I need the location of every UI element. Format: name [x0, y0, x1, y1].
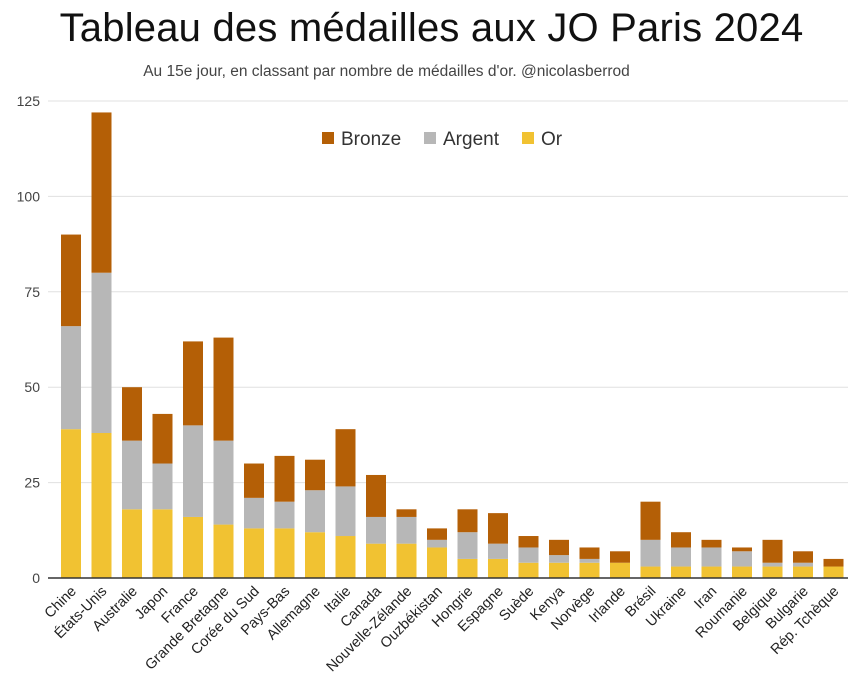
bar-bronze-10	[366, 474, 386, 517]
bar-bronze-11	[396, 509, 417, 517]
bar-bronze-20	[671, 532, 691, 548]
bar-argent-21	[701, 547, 722, 567]
bar-or-10	[366, 543, 386, 578]
bar-argent-13	[457, 532, 478, 559]
bar-bronze-23	[762, 539, 783, 563]
bar-argent-6	[244, 497, 264, 529]
bar-or-25	[823, 566, 844, 578]
bar-or-4	[183, 516, 203, 578]
bar-or-7	[274, 528, 295, 578]
bar-bronze-19	[640, 501, 661, 540]
bar-bronze-14	[488, 513, 508, 544]
y-tick-label: 100	[17, 188, 41, 204]
legend-label-bronze: Bronze	[341, 129, 401, 150]
bar-bronze-25	[823, 558, 844, 567]
bar-or-0	[61, 429, 81, 578]
y-tick-label: 75	[24, 284, 40, 300]
legend-label-or: Or	[541, 129, 563, 150]
bar-or-21	[701, 566, 722, 578]
bar-bronze-21	[701, 539, 722, 548]
bar-bronze-8	[305, 459, 325, 491]
bar-bronze-3	[152, 413, 173, 464]
bar-argent-4	[183, 425, 203, 517]
bar-argent-11	[396, 516, 417, 544]
bar-argent-16	[549, 555, 569, 563]
bar-or-24	[793, 566, 813, 578]
bar-bronze-9	[335, 429, 356, 487]
bar-argent-5	[213, 440, 234, 525]
bar-argent-17	[579, 558, 600, 563]
bar-argent-10	[366, 516, 386, 544]
bar-argent-1	[91, 272, 112, 433]
bar-argent-22	[732, 551, 752, 567]
bar-or-19	[640, 566, 661, 578]
bar-argent-8	[305, 490, 325, 533]
bar-argent-9	[335, 486, 356, 537]
bar-bronze-17	[579, 547, 600, 559]
bar-or-12	[427, 547, 447, 578]
bar-bronze-1	[91, 112, 112, 273]
bar-or-16	[549, 562, 569, 578]
bar-or-1	[91, 432, 112, 578]
bar-argent-3	[152, 463, 173, 510]
bar-argent-15	[518, 547, 539, 563]
bar-or-14	[488, 558, 508, 578]
bar-bronze-16	[549, 539, 569, 556]
bar-argent-19	[640, 539, 661, 567]
bar-or-17	[579, 562, 600, 578]
bar-bronze-0	[61, 234, 81, 327]
bar-bronze-2	[122, 387, 142, 441]
bar-or-3	[152, 509, 173, 578]
bar-argent-14	[488, 543, 508, 559]
chart-title: Tableau des médailles aux JO Paris 2024	[59, 6, 804, 50]
y-tick-label: 50	[24, 379, 40, 395]
bar-bronze-24	[793, 551, 813, 563]
bar-argent-7	[274, 501, 295, 529]
bar-or-8	[305, 532, 325, 578]
bar-or-23	[762, 566, 783, 578]
bar-argent-24	[793, 562, 813, 567]
bar-or-22	[732, 566, 752, 578]
bar-bronze-15	[518, 536, 539, 548]
bar-bronze-5	[213, 337, 234, 441]
bar-or-13	[457, 558, 478, 578]
bar-bronze-18	[610, 551, 630, 563]
bar-or-6	[244, 528, 264, 578]
bar-bronze-13	[457, 509, 478, 533]
bar-or-11	[396, 543, 417, 578]
y-tick-label: 125	[17, 93, 41, 109]
bar-bronze-22	[732, 547, 752, 552]
legend-label-argent: Argent	[443, 129, 500, 150]
bar-or-18	[610, 562, 630, 578]
bar-or-20	[671, 566, 691, 578]
x-tick-label: Suède	[496, 584, 537, 625]
bar-or-15	[518, 562, 539, 578]
legend-swatch-or	[522, 132, 534, 144]
legend-swatch-argent	[424, 132, 436, 144]
bar-or-5	[213, 524, 234, 578]
bar-or-2	[122, 509, 142, 578]
bar-bronze-12	[427, 528, 447, 540]
bar-argent-23	[762, 562, 783, 567]
y-tick-label: 0	[32, 570, 40, 586]
bar-argent-0	[61, 326, 81, 430]
y-tick-label: 25	[24, 475, 40, 491]
bar-bronze-6	[244, 463, 264, 498]
bar-argent-20	[671, 547, 691, 567]
chart-subtitle: Au 15e jour, en classant par nombre de m…	[143, 63, 630, 80]
bar-bronze-4	[183, 341, 203, 426]
bar-or-9	[335, 536, 356, 578]
bar-argent-2	[122, 440, 142, 510]
bar-bronze-7	[274, 455, 295, 502]
bar-argent-12	[427, 539, 447, 548]
legend-swatch-bronze	[322, 132, 334, 144]
